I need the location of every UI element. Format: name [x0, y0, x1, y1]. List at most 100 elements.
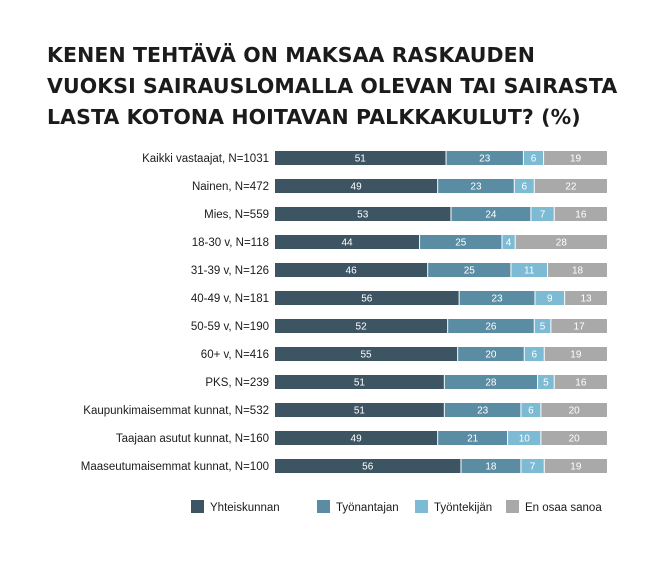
bar-segment	[565, 291, 607, 305]
data-label: 16	[575, 210, 587, 221]
data-label: 51	[355, 154, 367, 165]
data-label: 28	[485, 378, 497, 389]
chart-title: KENEN TEHTÄVÄ ON MAKSAA RASKAUDEN VUOKSI…	[47, 43, 618, 129]
data-label: 5	[540, 322, 546, 333]
bar-segment	[551, 319, 607, 333]
category-label: PKS, N=239	[205, 377, 269, 389]
bar-segment	[275, 319, 448, 333]
bar-segment	[446, 151, 523, 165]
bar-segment	[541, 403, 607, 417]
bar-segment	[531, 207, 554, 221]
bar-segment	[275, 459, 461, 473]
bar-segment	[508, 431, 541, 445]
category-label: 31-39 v, N=126	[191, 265, 269, 277]
legend-swatch	[506, 500, 519, 513]
bar-segment	[438, 431, 508, 445]
data-label: 51	[354, 378, 366, 389]
data-label: 56	[362, 462, 374, 473]
data-label: 22	[565, 182, 577, 193]
bar-segment	[420, 235, 502, 249]
data-label: 44	[341, 238, 353, 249]
data-label: 6	[531, 154, 537, 165]
data-label: 24	[485, 210, 497, 221]
data-label: 23	[477, 406, 489, 417]
legend-label: En osaa sanoa	[525, 502, 602, 514]
bar-segment	[541, 431, 607, 445]
bar-segment	[544, 151, 607, 165]
bar-segment	[554, 375, 607, 389]
data-label: 19	[570, 462, 582, 473]
data-label: 4	[506, 238, 512, 249]
bar-segment	[275, 235, 420, 249]
data-label: 23	[470, 182, 482, 193]
bar-segment	[521, 459, 544, 473]
data-label: 20	[569, 434, 581, 445]
legend-label: Työnantajan	[336, 502, 399, 514]
bar-segment	[444, 375, 538, 389]
legend-swatch	[415, 500, 428, 513]
data-label: 28	[556, 238, 568, 249]
data-label: 9	[547, 294, 553, 305]
data-label: 46	[346, 266, 358, 277]
legend-label: Yhteiskunnan	[210, 502, 280, 514]
bar-segment	[534, 179, 607, 193]
bar-segment	[275, 179, 438, 193]
category-label: 18-30 v, N=118	[192, 237, 269, 249]
data-label: 19	[570, 350, 582, 361]
bar-segment	[521, 403, 541, 417]
category-label: Kaupunkimaisemmat kunnat, N=532	[83, 405, 269, 417]
data-label: 13	[581, 294, 593, 305]
data-label: 6	[521, 182, 527, 193]
data-label: 16	[575, 378, 587, 389]
data-label: 6	[528, 406, 534, 417]
data-label: 55	[361, 350, 373, 361]
data-label: 20	[485, 350, 497, 361]
data-label: 52	[356, 322, 368, 333]
bar-segment	[538, 375, 554, 389]
category-label: 50-59 v, N=190	[191, 321, 269, 333]
bar-segment	[461, 459, 521, 473]
category-label: Mies, N=559	[204, 209, 269, 221]
category-label: Kaikki vastaajat, N=1031	[142, 153, 269, 165]
data-label: 17	[574, 322, 586, 333]
data-label: 23	[491, 294, 503, 305]
data-label: 25	[455, 238, 467, 249]
bar-segment	[275, 375, 444, 389]
bar-segment	[511, 263, 548, 277]
bar-segment	[275, 151, 446, 165]
data-label: 53	[357, 210, 369, 221]
bar-segment	[514, 179, 534, 193]
bar-segment	[523, 151, 544, 165]
data-label: 49	[351, 182, 363, 193]
bar-segment	[534, 319, 551, 333]
legend-swatch	[317, 500, 330, 513]
data-label: 18	[485, 462, 497, 473]
category-label: 40-49 v, N=181	[191, 293, 269, 305]
category-label: Taajaan asutut kunnat, N=160	[116, 433, 269, 445]
bar-segment	[544, 459, 607, 473]
bar-segment	[554, 207, 607, 221]
bar-segment	[438, 179, 514, 193]
bar-segment	[458, 347, 524, 361]
bar-segment	[524, 347, 544, 361]
data-label: 23	[479, 154, 491, 165]
data-label: 56	[361, 294, 373, 305]
category-label: 60+ v, N=416	[201, 349, 269, 361]
bar-segment	[502, 235, 515, 249]
data-label: 18	[572, 266, 584, 277]
data-label: 19	[570, 154, 582, 165]
bar-segment	[535, 291, 565, 305]
bar-segment	[459, 291, 535, 305]
bar-segment	[275, 207, 451, 221]
data-label: 6	[531, 350, 537, 361]
bar-segment	[275, 291, 459, 305]
data-label: 26	[485, 322, 497, 333]
data-label: 49	[351, 434, 363, 445]
data-label: 21	[467, 434, 479, 445]
category-label: Maaseutumaisemmat kunnat, N=100	[81, 461, 269, 473]
bar-segment	[275, 347, 458, 361]
bar-segment	[275, 403, 444, 417]
legend-swatch	[191, 500, 204, 513]
bar-segment	[544, 347, 607, 361]
